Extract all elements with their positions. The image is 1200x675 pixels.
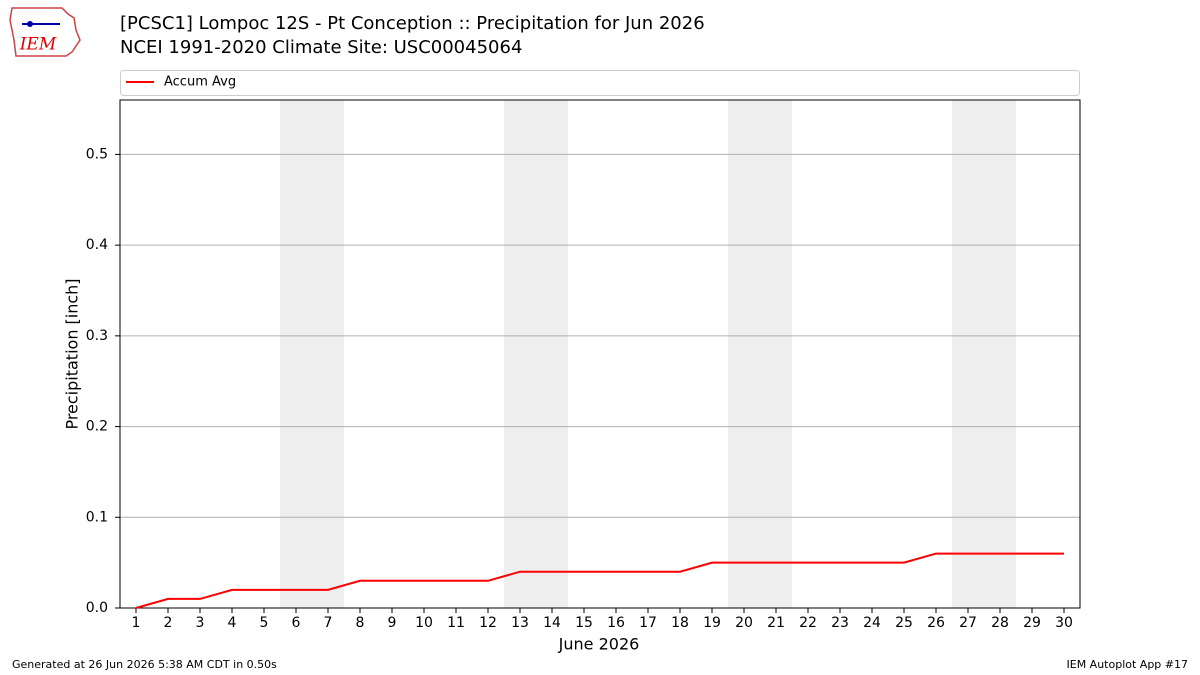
x-tick-label: 23	[831, 615, 849, 631]
x-tick-label: 29	[1023, 615, 1041, 631]
y-tick-label: 0.1	[86, 509, 108, 525]
x-tick-label: 15	[575, 615, 593, 631]
x-tick-label: 11	[447, 615, 465, 631]
chart-title: [PCSC1] Lompoc 12S - Pt Conception :: Pr…	[120, 13, 705, 34]
footer-right: IEM Autoplot App #17	[1067, 658, 1189, 671]
x-tick-label: 27	[959, 615, 977, 631]
x-tick-label: 22	[799, 615, 817, 631]
y-tick-label: 0.2	[86, 419, 108, 435]
x-tick-label: 12	[479, 615, 497, 631]
weekend-shade	[504, 100, 568, 608]
y-axis-label: Precipitation [inch]	[63, 278, 82, 429]
x-tick-label: 28	[991, 615, 1009, 631]
x-tick-label: 19	[703, 615, 721, 631]
y-tick-label: 0.3	[86, 328, 108, 344]
x-tick-label: 4	[228, 615, 237, 631]
x-tick-label: 16	[607, 615, 625, 631]
series-line	[135, 552, 1064, 609]
chart-subtitle: NCEI 1991-2020 Climate Site: USC00045064	[120, 37, 522, 58]
y-tick-label: 0.0	[86, 600, 108, 616]
y-tick-label: 0.5	[86, 146, 108, 162]
x-tick-label: 2	[164, 615, 173, 631]
plot-frame	[119, 99, 1081, 609]
logo: IEM	[9, 7, 81, 57]
logo-icon	[27, 21, 33, 27]
x-tick-label: 17	[639, 615, 657, 631]
x-tick-label: 25	[895, 615, 913, 631]
y-tick-label: 0.4	[86, 237, 108, 253]
x-tick-label: 9	[388, 615, 397, 631]
x-tick-label: 13	[511, 615, 529, 631]
x-tick-label: 21	[767, 615, 785, 631]
x-axis-label: June 2026	[558, 635, 640, 654]
weekend-shade	[280, 100, 344, 608]
logo-text: IEM	[19, 35, 57, 55]
x-tick-label: 30	[1055, 615, 1073, 631]
logo-outline	[9, 7, 81, 57]
legend-label: Accum Avg	[164, 75, 236, 90]
x-tick-label: 6	[292, 615, 301, 631]
legend-box	[120, 70, 1080, 96]
x-tick-label: 18	[671, 615, 689, 631]
footer-left: Generated at 26 Jun 2026 5:38 AM CDT in …	[12, 658, 277, 671]
x-tick-label: 20	[735, 615, 753, 631]
x-tick-label: 3	[196, 615, 205, 631]
weekend-shade	[952, 100, 1016, 608]
x-tick-label: 10	[415, 615, 433, 631]
x-tick-label: 8	[356, 615, 365, 631]
x-tick-label: 5	[260, 615, 269, 631]
x-tick-label: 26	[927, 615, 945, 631]
x-tick-label: 7	[324, 615, 333, 631]
weekend-shade	[728, 100, 792, 608]
x-tick-label: 1	[132, 615, 141, 631]
x-tick-label: 24	[863, 615, 881, 631]
x-tick-label: 14	[543, 615, 561, 631]
